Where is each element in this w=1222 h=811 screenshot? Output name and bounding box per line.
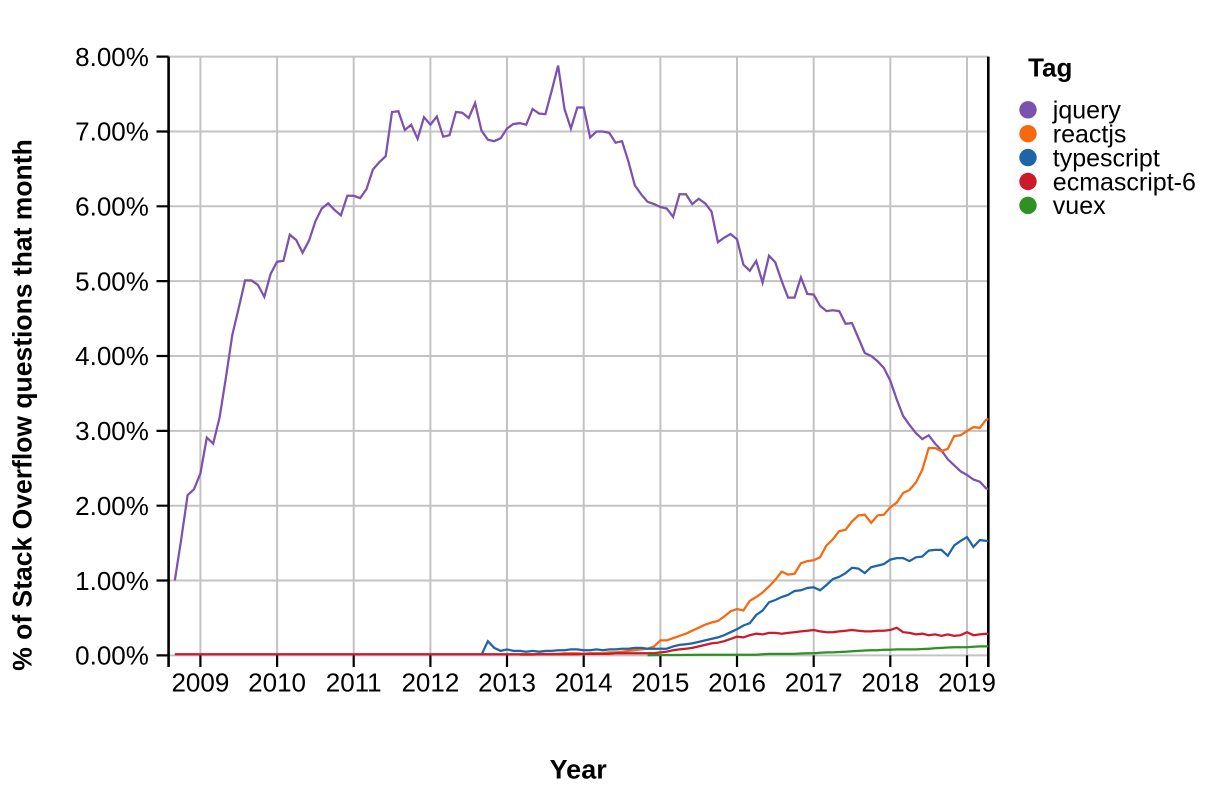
svg-text:2015: 2015 bbox=[631, 667, 689, 697]
svg-text:4.00%: 4.00% bbox=[75, 341, 149, 371]
svg-text:2.00%: 2.00% bbox=[75, 491, 149, 521]
svg-text:2009: 2009 bbox=[171, 667, 229, 697]
svg-text:2016: 2016 bbox=[708, 667, 766, 697]
svg-text:1.00%: 1.00% bbox=[75, 566, 149, 596]
svg-text:2018: 2018 bbox=[861, 667, 919, 697]
svg-text:Tag: Tag bbox=[1028, 53, 1072, 83]
svg-text:Year: Year bbox=[550, 754, 608, 784]
svg-text:ecmascript-6: ecmascript-6 bbox=[1053, 168, 1196, 196]
svg-text:reactjs: reactjs bbox=[1053, 121, 1127, 149]
svg-text:2010: 2010 bbox=[248, 667, 306, 697]
svg-text:% of Stack Overflow questions: % of Stack Overflow questions that month bbox=[8, 139, 38, 671]
svg-text:2014: 2014 bbox=[555, 667, 613, 697]
svg-text:2011: 2011 bbox=[326, 667, 382, 697]
svg-text:typescript: typescript bbox=[1053, 144, 1160, 172]
svg-text:2012: 2012 bbox=[401, 667, 459, 697]
svg-text:3.00%: 3.00% bbox=[75, 416, 149, 446]
svg-text:8.00%: 8.00% bbox=[75, 42, 149, 72]
svg-text:2019: 2019 bbox=[938, 667, 996, 697]
svg-text:2017: 2017 bbox=[785, 667, 843, 697]
svg-text:7.00%: 7.00% bbox=[75, 117, 149, 147]
svg-text:2013: 2013 bbox=[478, 667, 536, 697]
svg-text:6.00%: 6.00% bbox=[75, 192, 149, 222]
svg-text:5.00%: 5.00% bbox=[75, 266, 149, 296]
svg-text:0.00%: 0.00% bbox=[75, 641, 149, 671]
svg-text:vuex: vuex bbox=[1053, 192, 1106, 220]
svg-text:jquery: jquery bbox=[1052, 97, 1122, 125]
